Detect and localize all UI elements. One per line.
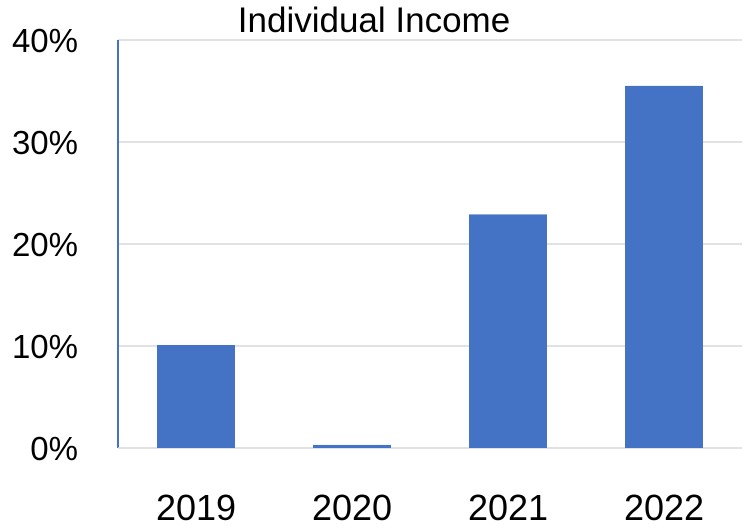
bar-2022 (625, 85, 703, 449)
x-tick-label: 2019 (156, 487, 236, 528)
y-tick-label: 10% (12, 328, 78, 365)
y-tick-label: 40% (12, 22, 78, 59)
bar-2020 (313, 444, 391, 448)
y-tick-label: 0% (30, 430, 78, 467)
x-tick-label: 2021 (468, 487, 548, 528)
bar-2021 (469, 214, 547, 448)
y-tick-labels: 0% 10% 20% 30% 40% (12, 22, 78, 467)
x-tick-labels: 2019 2020 2021 2022 (156, 487, 704, 528)
y-tick-label: 30% (12, 124, 78, 161)
y-tick-label: 20% (12, 226, 78, 263)
x-tick-label: 2022 (624, 487, 704, 528)
chart-title: Individual Income (238, 1, 510, 40)
bars (157, 85, 703, 449)
bar-2019 (157, 344, 235, 448)
x-tick-label: 2020 (312, 487, 392, 528)
